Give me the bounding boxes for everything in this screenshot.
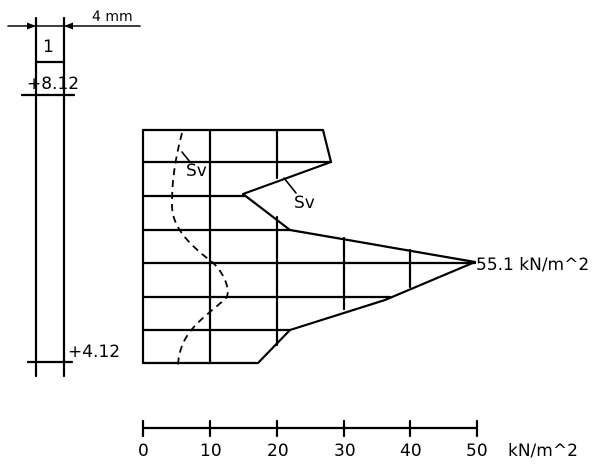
axis-label-10: 10 bbox=[200, 441, 222, 461]
axis-label-0: 0 bbox=[138, 441, 149, 461]
axis-label-50: 50 bbox=[466, 441, 488, 461]
top-level-label: +8.12 bbox=[27, 74, 79, 94]
bottom-level-label: +4.12 bbox=[68, 342, 120, 362]
wall-section: 4 mm 1 +8.12 +4.12 bbox=[7, 9, 141, 378]
sv-dashed-line bbox=[171, 132, 229, 366]
layer-label: 1 bbox=[43, 37, 54, 57]
dimension-arrow-right bbox=[64, 22, 73, 30]
sv-leader-upper bbox=[181, 151, 191, 163]
peak-value-label: 55.1 kN/m^2 bbox=[476, 255, 589, 275]
sv-label-upper: Sv bbox=[186, 161, 207, 181]
axis-unit-label: kN/m^2 bbox=[508, 441, 578, 461]
sv-label-lower: Sv bbox=[294, 193, 315, 213]
scale-axis: 0 10 20 30 40 50 kN/m^2 bbox=[138, 419, 578, 461]
axis-label-30: 30 bbox=[334, 441, 356, 461]
sv-curve: Sv Sv bbox=[171, 132, 315, 366]
dimension-arrow-left bbox=[27, 22, 36, 30]
wall-thickness-label: 4 mm bbox=[92, 9, 133, 25]
sv-leader-lower bbox=[283, 177, 297, 194]
pressure-envelope: 55.1 kN/m^2 bbox=[141, 128, 589, 365]
axis-label-40: 40 bbox=[400, 441, 422, 461]
axis-label-20: 20 bbox=[267, 441, 289, 461]
